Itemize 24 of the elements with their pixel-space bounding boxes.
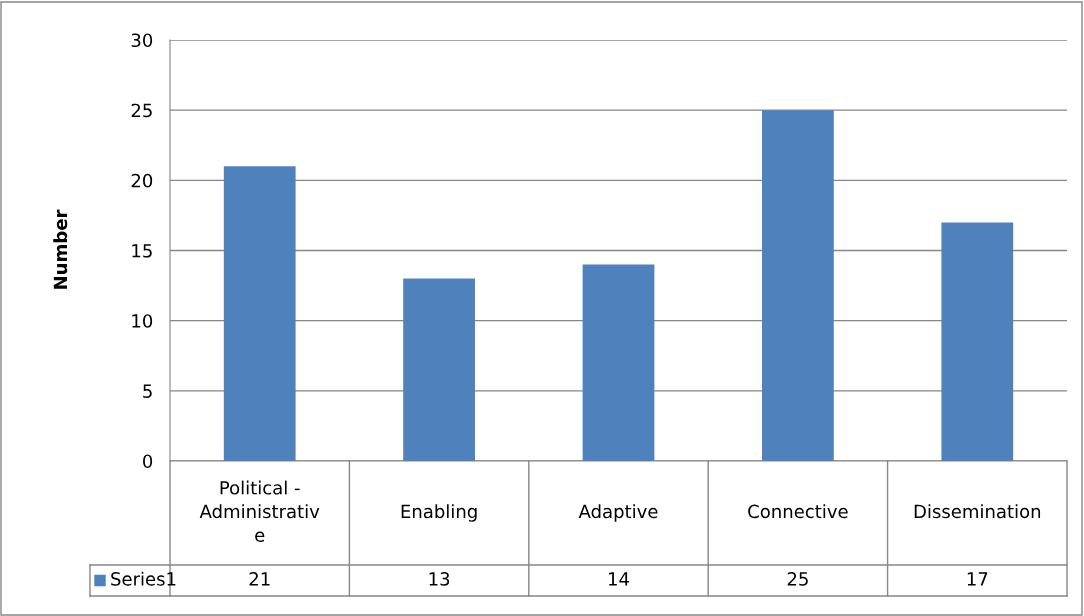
y-tick-label: 15 — [132, 244, 152, 258]
data-label: 21 — [249, 572, 270, 586]
data-label: 17 — [967, 572, 988, 586]
data-label: 14 — [609, 572, 629, 586]
y-tick-label: 0 — [143, 454, 153, 469]
y-axis-title: Number — [53, 209, 68, 289]
legend-label: Series1 — [111, 571, 176, 586]
y-tick-label: 5 — [143, 384, 152, 398]
x-tick-label: Connective — [748, 504, 848, 519]
data-label: 13 — [429, 572, 450, 586]
bar — [582, 264, 655, 461]
bar — [762, 110, 834, 461]
x-tick-label: Dissemination — [914, 504, 1041, 519]
y-tick-label: 30 — [131, 33, 153, 48]
x-tick-label: Enabling — [401, 504, 477, 522]
y-tick-label: 20 — [131, 173, 153, 188]
bar — [223, 166, 296, 461]
data-label: 25 — [787, 572, 808, 586]
bar — [403, 278, 475, 461]
x-tick-label: Adaptive — [578, 504, 658, 522]
x-tick-label: Political - Administrative — [199, 480, 320, 542]
y-tick-label: 25 — [131, 103, 152, 118]
y-tick-label: 10 — [132, 314, 153, 328]
bar — [941, 222, 1014, 461]
